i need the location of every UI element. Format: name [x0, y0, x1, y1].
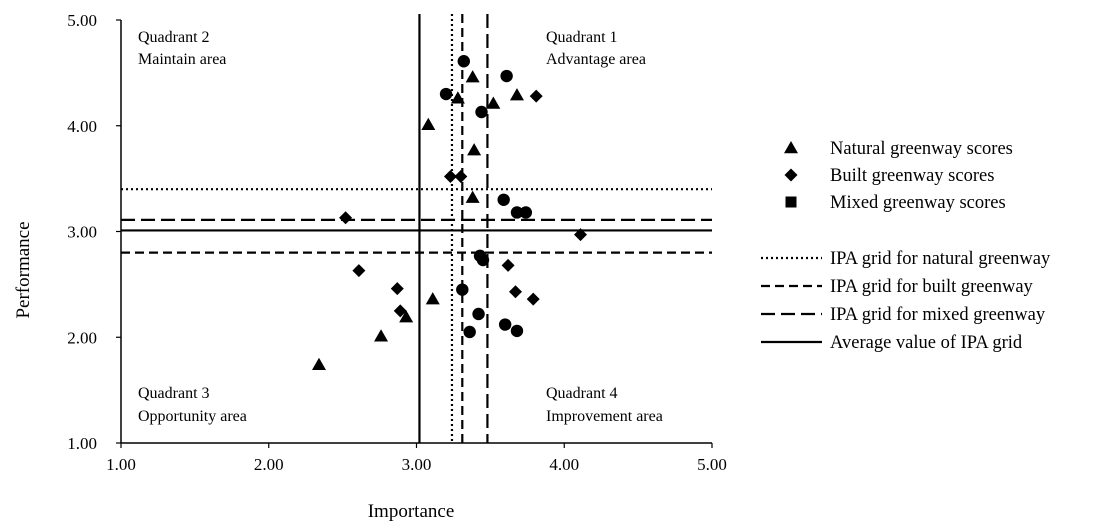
legend-marker-diamond: [784, 168, 798, 182]
diamond-point: [529, 89, 543, 103]
circle-point: [475, 105, 488, 119]
x-tick-label: 3.00: [402, 455, 432, 474]
circle-point: [463, 325, 476, 339]
x-tick-label: 1.00: [106, 455, 136, 474]
legend-label-mixed: Mixed greenway scores: [830, 193, 1006, 213]
quadrant-4-title: Quadrant 4: [546, 385, 618, 402]
diamond-point: [352, 264, 366, 278]
y-tick-label: 1.00: [67, 434, 97, 453]
legend-markers: [784, 141, 798, 208]
quadrant-4-subtitle: Improvement area: [546, 408, 663, 425]
quadrant-3-subtitle: Opportunity area: [138, 408, 247, 425]
y-tick-label: 4.00: [67, 117, 97, 136]
diamond-point: [508, 285, 522, 299]
quadrant-1-title: Quadrant 1: [546, 29, 618, 46]
triangle-point: [465, 190, 480, 203]
circle-point: [498, 318, 512, 331]
axes: 1.00 2.00 3.00 4.00 5.00 1.00 2.00 3.00 4.00 5.00: [67, 11, 727, 474]
circle-point: [497, 193, 510, 206]
x-axis-title: Importance: [368, 501, 455, 522]
legend-label-grid-mixed: IPA grid for mixed greenway: [830, 305, 1046, 325]
legend-marker-triangle: [784, 141, 798, 154]
legend-label-grid-built: IPA grid for built greenway: [830, 277, 1034, 297]
legend-label-grid-natural: IPA grid for natural greenway: [830, 249, 1051, 269]
diamond-point: [390, 282, 404, 296]
legend-marker-square: [785, 196, 797, 208]
triangle-point: [467, 143, 482, 156]
triangle-point: [374, 329, 389, 342]
triangle-point: [509, 88, 524, 101]
circle-point: [500, 69, 513, 83]
triangle-point: [450, 91, 465, 104]
diamond-point: [339, 211, 353, 225]
quadrant-3-title: Quadrant 3: [138, 385, 210, 402]
legend-label-built: Built greenway scores: [830, 166, 994, 186]
data-points: [311, 55, 588, 370]
diamond-point: [454, 170, 468, 184]
triangle-point: [425, 292, 440, 305]
diamond-point: [393, 304, 407, 318]
quadrant-2-title: Quadrant 2: [138, 29, 210, 46]
quadrant-1-subtitle: Advantage area: [546, 51, 646, 68]
x-tick-label: 4.00: [549, 455, 579, 474]
circle-point: [519, 206, 533, 219]
diamond-point: [443, 170, 457, 184]
circle-point: [510, 324, 524, 338]
triangle-point: [311, 357, 326, 370]
circle-point: [457, 55, 470, 68]
diamond-point: [574, 228, 588, 242]
y-tick-label: 2.00: [67, 328, 97, 347]
y-axis-title: Performance: [13, 221, 34, 318]
x-tick-label: 5.00: [697, 455, 727, 474]
triangle-point: [399, 310, 414, 323]
circle-point: [439, 87, 453, 101]
x-tick-label: 2.00: [254, 455, 284, 474]
circle-point: [472, 307, 485, 321]
diamond-point: [526, 292, 540, 306]
circle-point: [476, 253, 490, 267]
circle-point: [456, 283, 469, 296]
triangle-point: [486, 96, 501, 109]
circle-point: [510, 206, 524, 219]
y-tick-label: 5.00: [67, 11, 97, 30]
quadrant-2-subtitle: Maintain area: [138, 51, 226, 68]
ipa-grid-lines: [121, 14, 712, 443]
triangle-point: [421, 117, 436, 130]
y-tick-label: 3.00: [67, 223, 97, 242]
legend-label-natural: Natural greenway scores: [830, 139, 1013, 159]
diamond-point: [501, 258, 515, 272]
legend: Natural greenway scores Built greenway s…: [761, 139, 1051, 353]
legend-label-grid-average: Average value of IPA grid: [830, 333, 1023, 353]
triangle-point: [465, 70, 480, 83]
